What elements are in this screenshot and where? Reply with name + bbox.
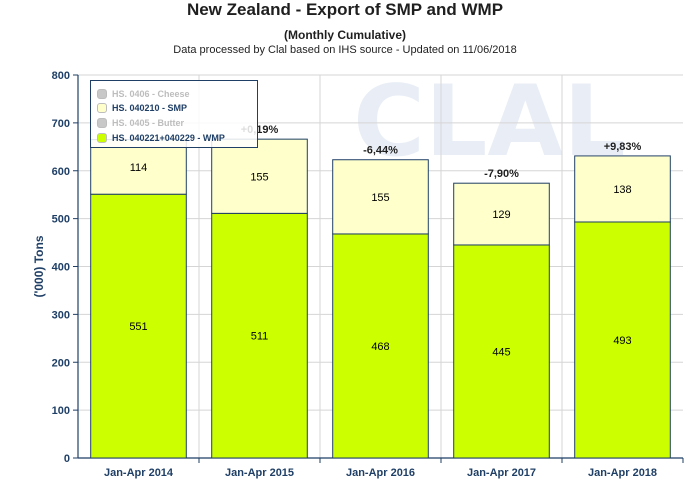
- bar-change-annotation: -7,90%: [484, 168, 519, 180]
- bar-value-label-smp: 155: [371, 192, 389, 204]
- legend-item-wmp[interactable]: HS. 040221+040229 - WMP: [97, 131, 225, 145]
- bar-value-label-wmp: 445: [492, 346, 510, 358]
- legend-label-wmp: HS. 040221+040229 - WMP: [112, 133, 225, 143]
- legend-item-smp[interactable]: HS. 040210 - SMP: [97, 101, 187, 115]
- chart-legend: HS. 0406 - Cheese HS. 040210 - SMP HS. 0…: [90, 80, 258, 148]
- bar-segment-wmp: [332, 233, 429, 459]
- bar-value-label-smp: 129: [492, 209, 510, 221]
- y-tick-label: 300: [52, 309, 70, 321]
- bar-segment-wmp: [211, 212, 308, 459]
- bar-value-label-wmp: 511: [251, 331, 269, 343]
- bar-value-label-wmp: 493: [613, 335, 631, 347]
- chart-source-note: Data processed by Clal based on IHS sour…: [173, 44, 517, 56]
- x-tick-label: Jan-Apr 2016: [346, 467, 415, 479]
- legend-swatch-wmp: [97, 133, 107, 143]
- legend-label-butter: HS. 0405 - Butter: [112, 118, 185, 128]
- bar-value-label-smp: 155: [250, 171, 268, 183]
- x-tick-label: Jan-Apr 2018: [588, 467, 657, 479]
- chart-title: New Zealand - Export of SMP and WMP: [186, 0, 504, 19]
- legend-swatch-butter: [97, 118, 107, 128]
- legend-item-butter[interactable]: HS. 0405 - Butter: [97, 116, 184, 130]
- legend-swatch-cheese: [97, 89, 107, 99]
- y-tick-label: 200: [52, 357, 70, 369]
- legend-item-cheese[interactable]: HS. 0406 - Cheese: [97, 87, 190, 101]
- legend-label-smp: HS. 040210 - SMP: [112, 103, 188, 113]
- legend-swatch-smp: [97, 103, 107, 113]
- y-tick-label: 800: [52, 70, 70, 82]
- y-tick-label: 600: [52, 166, 70, 178]
- bar-segment-wmp: [453, 244, 550, 459]
- x-tick-label: Jan-Apr 2014: [104, 467, 174, 479]
- bar-value-label-wmp: 551: [129, 321, 147, 333]
- chart-subtitle: (Monthly Cumulative): [284, 28, 406, 42]
- bar-segment-wmp: [90, 193, 187, 459]
- y-axis-title: ('000) Tons: [32, 235, 46, 297]
- y-tick-label: 400: [52, 262, 70, 274]
- legend-label-cheese: HS. 0406 - Cheese: [112, 89, 190, 99]
- bar-change-annotation: -6,44%: [363, 145, 398, 157]
- x-tick-label: Jan-Apr 2017: [467, 467, 536, 479]
- x-tick-label: Jan-Apr 2015: [225, 467, 294, 479]
- bar-value-label-wmp: 468: [371, 341, 389, 353]
- bar-change-annotation: +9,83%: [604, 141, 642, 153]
- y-tick-label: 0: [64, 453, 70, 465]
- bar-segment-smp: [453, 182, 550, 246]
- bar-segment-smp: [90, 139, 187, 195]
- bar-segment-smp: [574, 155, 671, 223]
- bar-segment-wmp: [574, 221, 671, 459]
- bar-segment-smp: [332, 159, 429, 235]
- y-tick-label: 100: [52, 405, 70, 417]
- y-tick-label: 500: [52, 214, 70, 226]
- bar-segment-smp: [211, 138, 308, 214]
- bar-value-label-smp: 138: [613, 184, 631, 196]
- y-tick-label: 700: [52, 118, 70, 130]
- bar-value-label-smp: 114: [130, 162, 148, 174]
